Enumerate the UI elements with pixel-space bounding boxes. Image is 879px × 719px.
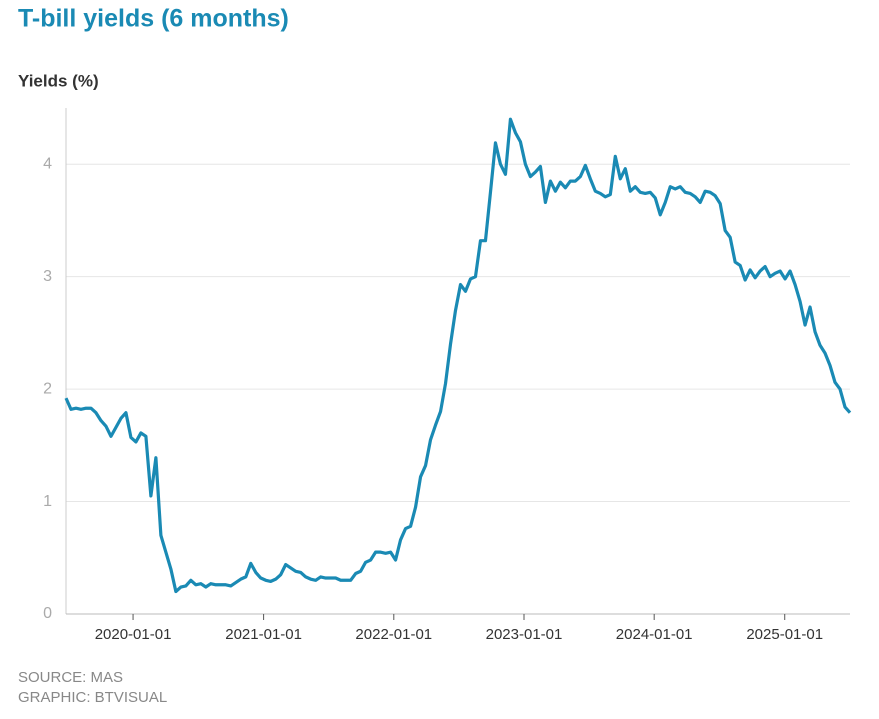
y-tick-label: 4	[43, 155, 52, 172]
y-tick-label: 2	[43, 380, 52, 397]
line	[64, 117, 852, 594]
x-tick-label: 2021-01-01	[225, 626, 302, 643]
x-tick-label: 2020-01-01	[95, 626, 172, 643]
y-tick-label: 1	[43, 493, 52, 510]
credit: GRAPHIC: BTVISUAL	[18, 689, 167, 706]
y-axis-label: Yields (%)	[18, 71, 99, 90]
x-tick-label: 2025-01-01	[746, 626, 823, 643]
y-tick-label: 0	[43, 605, 52, 622]
y-tick-label: 3	[43, 268, 52, 285]
x-tick-label: 2023-01-01	[486, 626, 563, 643]
x-tick-label: 2024-01-01	[616, 626, 693, 643]
x-tick-label: 2022-01-01	[355, 626, 432, 643]
chart-title: T-bill yields (6 months)	[18, 5, 289, 33]
source: SOURCE: MAS	[18, 669, 123, 686]
